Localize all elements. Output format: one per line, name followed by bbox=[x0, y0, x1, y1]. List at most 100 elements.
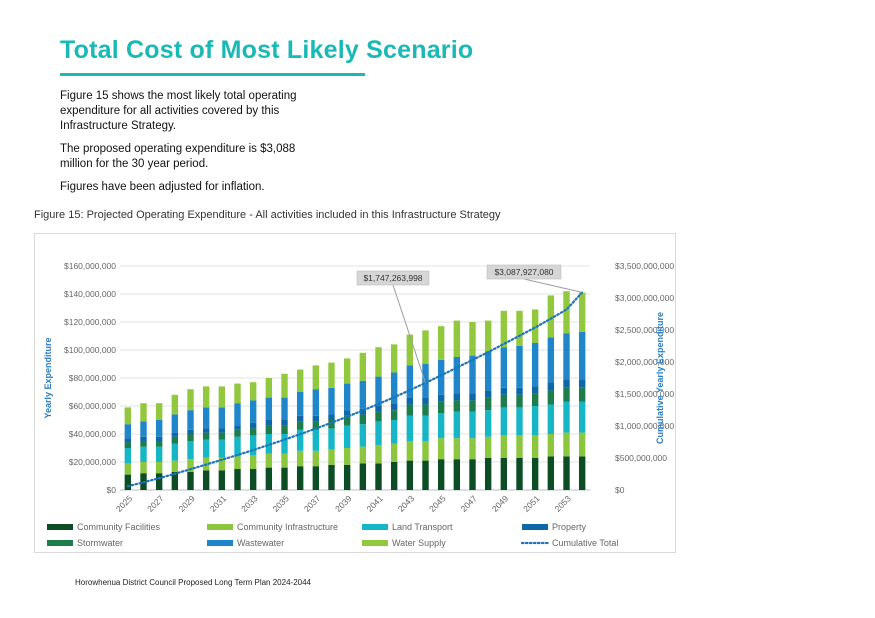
intro-paragraph-1: Figure 15 shows the most likely total op… bbox=[60, 90, 297, 132]
bar-segment bbox=[124, 424, 132, 439]
bar-segment bbox=[249, 435, 257, 455]
x-tick-label: 2043 bbox=[396, 493, 417, 514]
bar-segment bbox=[218, 439, 226, 458]
bar-segment bbox=[390, 344, 398, 373]
y2-tick-label: $3,000,000,000 bbox=[615, 293, 674, 303]
bar-segment bbox=[563, 333, 570, 380]
bar-segment bbox=[453, 459, 461, 490]
bar-segment bbox=[281, 425, 288, 434]
bar-segment bbox=[343, 464, 351, 490]
bar-segment bbox=[359, 380, 367, 409]
bar-segment bbox=[563, 456, 570, 490]
cumulative-line bbox=[126, 291, 584, 488]
legend-label: Wastewater bbox=[237, 538, 284, 548]
bar-segment bbox=[343, 448, 351, 465]
intro-paragraph-3: Figures have been adjusted for inflation… bbox=[60, 181, 265, 193]
bar-segment bbox=[516, 435, 523, 458]
bar-segment bbox=[187, 441, 194, 460]
bar-segment bbox=[296, 429, 304, 451]
bar-segment bbox=[296, 369, 304, 392]
bar-segment bbox=[343, 425, 351, 448]
bar-segment bbox=[500, 457, 508, 490]
bar-segment bbox=[531, 343, 539, 387]
legend-label: Community Infrastructure bbox=[237, 522, 338, 532]
bar-segment bbox=[218, 386, 226, 408]
bar-segment bbox=[202, 432, 210, 440]
bar-segment bbox=[312, 365, 320, 390]
bar-segment bbox=[124, 463, 132, 475]
bar-segment bbox=[516, 457, 523, 490]
bar-segment bbox=[140, 441, 147, 447]
bar-segment bbox=[187, 410, 194, 430]
bar-segment bbox=[484, 320, 492, 352]
expenditure-chart: $0 $20,000,000 $40,000,000 $60,000,000 $80,0… bbox=[43, 261, 674, 548]
legend-label: Water Supply bbox=[392, 538, 446, 548]
bar-segment bbox=[390, 372, 398, 404]
annotation-leader bbox=[392, 284, 426, 384]
bar-segment bbox=[375, 463, 382, 490]
bar-segment bbox=[202, 470, 210, 490]
bar-segment bbox=[218, 428, 226, 433]
bar-segment bbox=[531, 393, 539, 406]
bar-segment bbox=[437, 438, 445, 460]
bar-segment bbox=[140, 462, 147, 474]
bar-segment bbox=[484, 436, 492, 458]
bar-segment bbox=[249, 400, 257, 423]
bar-segment bbox=[406, 334, 414, 366]
bar-segment bbox=[484, 390, 492, 398]
x-tick-label: 2033 bbox=[239, 493, 260, 514]
bar-segment bbox=[155, 420, 163, 437]
bar-segment bbox=[422, 330, 429, 364]
bar-segment bbox=[265, 420, 273, 426]
legend-label: Property bbox=[552, 522, 587, 532]
bar-segment bbox=[281, 420, 288, 426]
legend-swatch bbox=[47, 540, 73, 546]
bar-segment bbox=[312, 466, 320, 490]
bar-segment bbox=[124, 442, 132, 448]
bar-segment bbox=[343, 415, 351, 426]
bar-segment bbox=[249, 428, 257, 436]
bar-segment bbox=[312, 450, 320, 467]
bar-segment bbox=[312, 415, 320, 422]
bar-segment bbox=[155, 446, 163, 462]
bar-segment bbox=[469, 411, 476, 439]
bar-segment bbox=[390, 443, 398, 462]
bar-segment bbox=[500, 347, 508, 388]
bar-segment bbox=[375, 411, 382, 422]
y-tick-label: $80,000,000 bbox=[69, 373, 117, 383]
bar-segment bbox=[171, 432, 179, 437]
bar-segment bbox=[249, 382, 257, 401]
bar-segment bbox=[375, 347, 382, 377]
bar-segment bbox=[249, 455, 257, 469]
bar-segment bbox=[406, 365, 414, 398]
bar-segment bbox=[187, 429, 194, 434]
y2-tick-label: $2,000,000,000 bbox=[615, 357, 674, 367]
bar-segment bbox=[484, 410, 492, 437]
bar-segment bbox=[531, 406, 539, 436]
y2-tick-label: $2,500,000,000 bbox=[615, 325, 674, 335]
x-tick-label: 2051 bbox=[521, 493, 542, 514]
bar-segment bbox=[516, 407, 523, 436]
bar-segment bbox=[234, 425, 241, 430]
x-tick-label: 2029 bbox=[176, 493, 197, 514]
bar-segment bbox=[453, 357, 461, 394]
y-tick-label: $120,000,000 bbox=[64, 317, 116, 327]
bar-segment bbox=[563, 379, 570, 388]
y-tick-label: $140,000,000 bbox=[64, 289, 116, 299]
y-tick-label: $20,000,000 bbox=[69, 457, 117, 467]
y2-tick-label: $0 bbox=[615, 485, 625, 495]
legend-swatch bbox=[522, 524, 548, 530]
legend-label: Stormwater bbox=[77, 538, 123, 548]
bar-segment bbox=[296, 421, 304, 430]
bar-segment bbox=[202, 386, 210, 408]
bar-segment bbox=[124, 448, 132, 464]
y-tick-label: $60,000,000 bbox=[69, 401, 117, 411]
x-tick-label: 2039 bbox=[333, 493, 354, 514]
bar-segment bbox=[202, 439, 210, 458]
bar-segment bbox=[155, 403, 163, 420]
bar-segment bbox=[469, 393, 476, 401]
bar-segment bbox=[171, 460, 179, 472]
bar-segment bbox=[249, 469, 257, 490]
y-tick-label: $160,000,000 bbox=[64, 261, 116, 271]
bar-segment bbox=[265, 453, 273, 468]
